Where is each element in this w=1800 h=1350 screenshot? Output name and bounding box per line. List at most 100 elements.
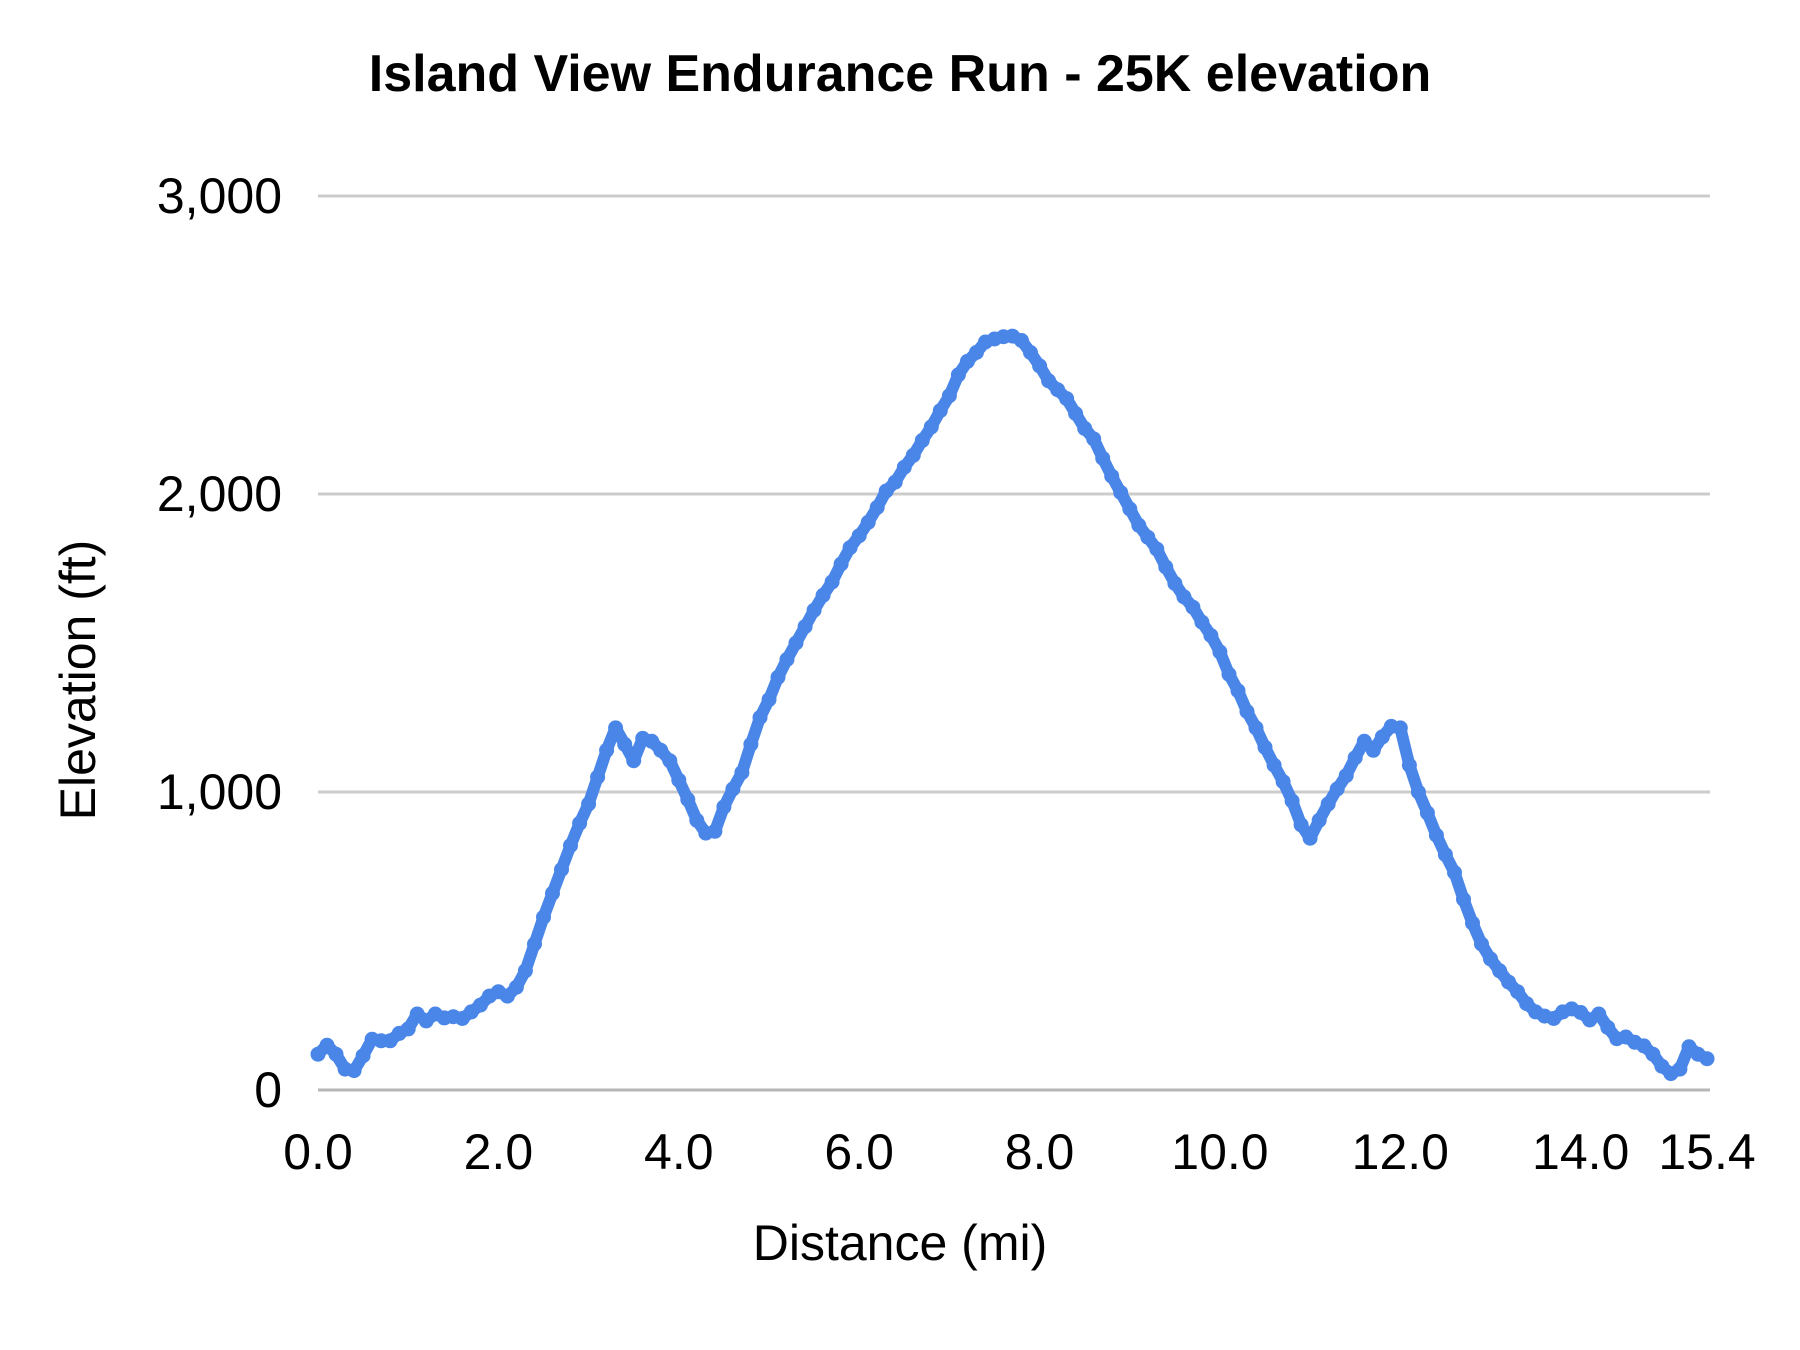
x-tick-label-4.0: 4.0 (644, 1124, 714, 1180)
x-axis-title: Distance (mi) (752, 1215, 1048, 1271)
data-point (1447, 865, 1462, 880)
y-tick-label-2000: 2,000 (156, 466, 282, 522)
y-tick-label-1000: 1,000 (156, 764, 282, 820)
data-point (1248, 720, 1264, 736)
data-point (599, 742, 615, 758)
data-point (346, 1063, 362, 1079)
data-point (1203, 628, 1219, 643)
data-point (1672, 1061, 1688, 1077)
x-tick-label-6.0: 6.0 (824, 1124, 894, 1180)
data-point (1059, 391, 1075, 407)
data-point (1465, 915, 1480, 931)
data-point (527, 936, 542, 952)
data-point (1032, 358, 1048, 374)
data-point (1140, 529, 1156, 545)
data-point (1410, 784, 1426, 800)
data-point (626, 753, 642, 769)
data-point (1320, 796, 1336, 812)
data-point (1185, 599, 1201, 615)
data-point (1230, 683, 1246, 699)
data-point (617, 736, 633, 752)
data-point (752, 710, 768, 725)
data-point (1104, 468, 1120, 484)
data-point (545, 885, 560, 901)
data-point (1266, 757, 1282, 773)
data-point (1077, 420, 1093, 436)
data-point (1392, 720, 1408, 736)
data-point (1401, 757, 1417, 773)
data-point (716, 799, 732, 815)
data-point (508, 979, 524, 995)
data-point (1122, 501, 1138, 517)
data-point (968, 345, 984, 360)
data-point (1329, 781, 1345, 797)
data-point (923, 419, 939, 435)
elevation-series (310, 328, 1715, 1082)
data-point (1176, 589, 1192, 605)
y-tick-label-3000: 3,000 (156, 168, 282, 224)
data-point (860, 514, 876, 530)
data-point (1131, 517, 1147, 533)
data-point (1068, 406, 1084, 421)
data-point (797, 619, 813, 635)
data-point (869, 499, 885, 515)
data-point (608, 720, 624, 736)
x-tick-label-15.4: 15.4 (1658, 1124, 1756, 1180)
data-point (1501, 974, 1517, 990)
data-point (914, 432, 930, 448)
data-point (581, 796, 597, 812)
data-point (815, 587, 831, 603)
data-point (1284, 793, 1300, 809)
x-tick-label-12.0: 12.0 (1351, 1124, 1449, 1180)
data-point (1239, 704, 1255, 719)
data-point (1699, 1051, 1715, 1067)
data-point (680, 792, 696, 807)
data-point (806, 602, 822, 618)
data-point (1014, 333, 1029, 348)
data-point (1257, 739, 1273, 755)
x-tick-label-0.0: 0.0 (283, 1124, 353, 1180)
data-point (887, 474, 903, 490)
data-point (932, 403, 948, 419)
data-point (851, 528, 867, 544)
data-point (1419, 805, 1435, 821)
data-point (1483, 951, 1498, 967)
gridlines (318, 194, 1710, 1092)
data-point (662, 753, 678, 769)
y-axis-title: Elevation (ft) (50, 539, 106, 821)
data-point (572, 815, 588, 831)
data-point (1275, 774, 1291, 790)
data-point (1474, 936, 1489, 952)
data-point (1437, 847, 1453, 863)
data-point (905, 447, 921, 463)
data-point (1293, 817, 1309, 833)
data-point (950, 367, 966, 383)
data-point (1167, 575, 1183, 591)
data-point (1149, 541, 1165, 557)
data-point (689, 812, 705, 828)
x-tick-label-8.0: 8.0 (1004, 1124, 1075, 1180)
chart-title: Island View Endurance Run - 25K elevatio… (368, 45, 1432, 103)
x-tick-label-10.0: 10.0 (1171, 1124, 1269, 1180)
data-point (1302, 830, 1318, 846)
data-point (1645, 1046, 1661, 1062)
data-point (1365, 742, 1381, 758)
data-point (1428, 827, 1444, 843)
x-tick-label-2.0: 2.0 (463, 1124, 534, 1180)
data-point (707, 823, 723, 839)
data-point (1510, 984, 1526, 1000)
data-point (554, 862, 569, 877)
data-point (779, 651, 795, 667)
data-point (1212, 644, 1228, 660)
data-point (788, 635, 804, 651)
data-point (653, 742, 669, 758)
data-point (941, 388, 957, 404)
data-point (355, 1048, 371, 1064)
data-point (761, 692, 777, 708)
data-point (1086, 431, 1102, 447)
data-point (1113, 485, 1129, 500)
data-point (734, 765, 750, 781)
data-point (1374, 729, 1390, 745)
